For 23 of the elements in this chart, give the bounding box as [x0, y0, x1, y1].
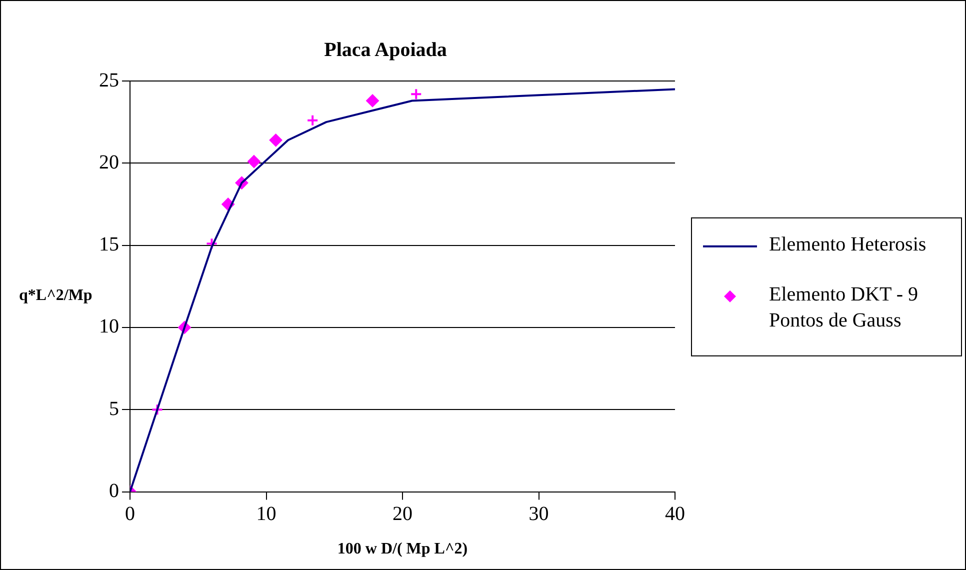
- y-axis-title: q*L^2/Mp: [19, 287, 92, 305]
- x-tick-label: 40: [665, 503, 685, 526]
- y-tick-label: 0: [109, 480, 119, 502]
- point: [366, 94, 380, 108]
- y-tick-label: 5: [109, 398, 119, 420]
- point: [151, 404, 164, 416]
- y-tick-label: 10: [99, 316, 119, 338]
- point: [247, 155, 260, 168]
- x-tick-label: 20: [392, 503, 412, 526]
- chart-title: Placa Apoiada: [324, 39, 447, 62]
- point: [269, 134, 282, 147]
- y-tick-label: 25: [99, 69, 119, 92]
- legend-label: Elemento DKT - 9 Pontos de Gauss: [769, 284, 918, 332]
- x-tick-label: 0: [125, 503, 135, 526]
- x-tick-label: 30: [528, 503, 549, 526]
- point: [410, 88, 422, 100]
- x-tick-label: 10: [256, 503, 276, 526]
- x-axis-title: 100 w D/( Mp L^2): [337, 540, 468, 558]
- y-tick-label: 15: [99, 234, 119, 256]
- legend-label: Elemento Heterosis: [769, 234, 926, 256]
- point: [206, 238, 218, 250]
- y-tick-label: 20: [99, 151, 119, 174]
- point: [306, 114, 319, 126]
